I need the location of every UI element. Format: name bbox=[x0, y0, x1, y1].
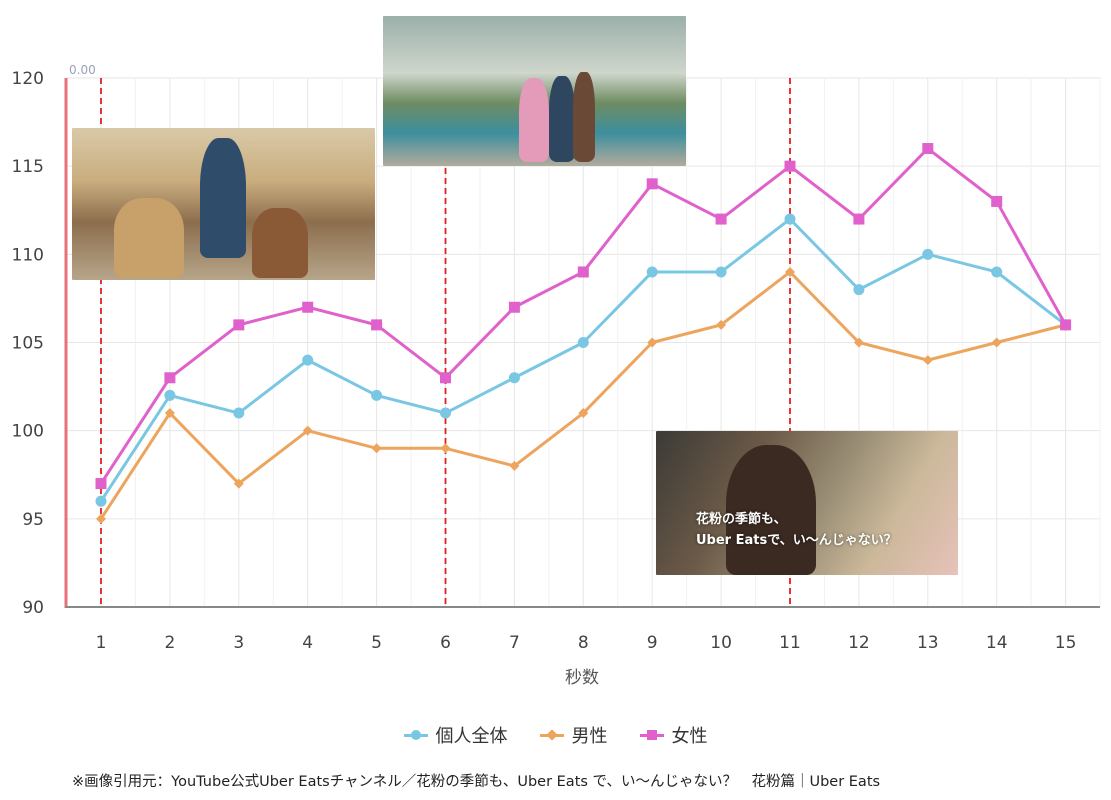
data-point bbox=[853, 284, 865, 296]
data-point bbox=[302, 425, 313, 436]
data-point bbox=[716, 319, 727, 330]
legend-swatch bbox=[539, 728, 564, 741]
x-tick-label: 3 bbox=[233, 633, 244, 653]
data-point bbox=[95, 478, 107, 490]
legend-label: 女性 bbox=[671, 726, 708, 747]
x-tick-label: 11 bbox=[779, 633, 801, 653]
data-point bbox=[853, 213, 865, 225]
y-tick-labels: 90 95 100 105 110 115 120 bbox=[12, 69, 44, 618]
data-point bbox=[784, 160, 796, 172]
y-tick-label: 110 bbox=[12, 245, 44, 265]
zero-marker-label: 0.00 bbox=[69, 63, 96, 77]
data-point bbox=[922, 248, 934, 260]
y-tick-label: 120 bbox=[12, 69, 44, 89]
axes bbox=[64, 78, 1100, 608]
x-tick-label: 7 bbox=[509, 633, 520, 653]
data-point bbox=[371, 389, 383, 401]
data-point bbox=[647, 337, 658, 348]
series-group bbox=[95, 143, 1072, 524]
data-point bbox=[233, 478, 244, 489]
data-point bbox=[164, 372, 176, 384]
data-point bbox=[991, 195, 1003, 207]
legend-item: 女性 bbox=[639, 722, 708, 748]
legend-item: 男性 bbox=[539, 722, 608, 748]
data-point bbox=[371, 443, 382, 454]
data-point bbox=[508, 301, 520, 313]
x-tick-label: 9 bbox=[647, 633, 658, 653]
data-point bbox=[233, 407, 245, 419]
x-tick-labels: 1 2 3 4 5 6 7 8 9 10 11 12 13 14 15 bbox=[96, 633, 1077, 653]
data-point bbox=[302, 354, 314, 366]
x-tick-label: 13 bbox=[917, 633, 939, 653]
x-tick-label: 14 bbox=[986, 633, 1008, 653]
y-tick-label: 115 bbox=[12, 157, 44, 177]
scene-thumbnail-closeup: 花粉の季節も、 Uber Eatsで、い～んじゃない？ bbox=[656, 431, 958, 575]
data-point bbox=[1060, 319, 1072, 331]
data-point bbox=[646, 266, 658, 278]
data-point bbox=[991, 337, 1002, 348]
x-tick-label: 1 bbox=[96, 633, 107, 653]
data-point bbox=[922, 355, 933, 366]
data-point bbox=[302, 301, 314, 313]
data-point bbox=[440, 443, 451, 454]
data-point bbox=[991, 266, 1003, 278]
legend-label: 個人全体 bbox=[435, 726, 508, 747]
scene-caption: 花粉の季節も、 Uber Eatsで、い～んじゃない？ bbox=[696, 512, 897, 548]
data-point bbox=[922, 143, 934, 155]
data-point bbox=[95, 495, 107, 507]
data-point bbox=[440, 407, 451, 419]
legend-item: 個人全体 bbox=[403, 722, 508, 748]
legend-label: 男性 bbox=[571, 726, 608, 747]
x-tick-label: 5 bbox=[371, 633, 382, 653]
data-point bbox=[96, 513, 106, 524]
legend-swatch bbox=[403, 729, 428, 740]
y-tick-label: 105 bbox=[12, 334, 44, 354]
y-tick-label: 100 bbox=[12, 422, 44, 442]
data-point bbox=[715, 213, 727, 225]
x-tick-label: 6 bbox=[440, 633, 451, 653]
data-point bbox=[577, 266, 589, 278]
x-axis-label: 秒数 bbox=[565, 668, 599, 688]
data-point bbox=[853, 337, 864, 348]
legend: 個人全体 男性 女性 bbox=[0, 722, 1111, 748]
x-tick-label: 10 bbox=[710, 633, 732, 653]
data-point bbox=[578, 408, 589, 419]
scene-thumbnail-poolside bbox=[383, 16, 686, 166]
x-tick-label: 8 bbox=[578, 633, 589, 653]
x-tick-label: 2 bbox=[164, 633, 175, 653]
data-point bbox=[715, 266, 727, 278]
x-tick-label: 12 bbox=[848, 633, 870, 653]
footnote: ※画像引用元：YouTube公式Uber Eatsチャンネル／花粉の季節も、Ub… bbox=[72, 774, 881, 790]
data-point bbox=[233, 319, 245, 331]
data-point bbox=[509, 460, 520, 471]
y-tick-label: 90 bbox=[22, 598, 44, 618]
data-point bbox=[784, 213, 796, 225]
y-tick-label: 95 bbox=[22, 510, 44, 530]
data-point bbox=[164, 389, 176, 401]
x-tick-label: 4 bbox=[302, 633, 313, 653]
data-point bbox=[646, 178, 658, 190]
data-point bbox=[164, 408, 175, 419]
scene-thumbnail-living-room bbox=[72, 128, 375, 280]
x-tick-label: 15 bbox=[1055, 633, 1077, 653]
legend-swatch bbox=[639, 729, 664, 740]
data-point bbox=[440, 372, 451, 384]
data-point bbox=[371, 319, 383, 331]
data-point bbox=[577, 337, 589, 348]
data-point bbox=[508, 372, 520, 384]
data-point bbox=[785, 266, 795, 277]
